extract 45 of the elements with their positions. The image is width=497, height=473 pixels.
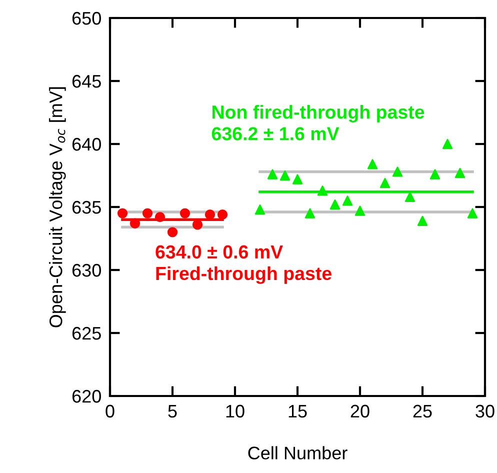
point: [342, 196, 353, 206]
point: [330, 199, 340, 210]
point: [417, 216, 428, 226]
x-tick-label: 15: [288, 404, 307, 418]
y-axis-title: Open-Circuit Voltage V$_{oc}$ [mV]: [49, 87, 66, 328]
point: [254, 204, 266, 215]
y-tick-label: 645: [72, 74, 101, 88]
point: [267, 169, 278, 180]
point: [380, 178, 390, 188]
y-tick-label: 635: [72, 200, 101, 214]
y-tick-label: 620: [72, 390, 101, 403]
point: [117, 208, 128, 218]
point: [280, 170, 290, 181]
y-tick-label: 640: [72, 138, 101, 151]
y-tick-label: 650: [72, 12, 101, 25]
y-tick-label: 630: [72, 264, 101, 277]
point: [192, 220, 203, 230]
point: [442, 138, 453, 150]
y-tick-label: 625: [72, 326, 101, 340]
point: [467, 208, 478, 218]
point: [404, 192, 416, 202]
x-tick-label: 20: [350, 404, 370, 418]
point: [204, 209, 216, 220]
annotation: 634.0 ± 0.6 mV Fired-through paste: [156, 245, 332, 284]
point: [167, 227, 178, 238]
annotation: Non fired-through paste 636.2 ± 1.6 mV: [212, 104, 424, 140]
point: [392, 166, 403, 177]
x-tick-label: 0: [106, 404, 114, 418]
point: [430, 169, 440, 180]
point: [292, 174, 303, 184]
point: [180, 208, 190, 218]
point: [130, 218, 140, 228]
point: [317, 186, 328, 196]
point: [304, 208, 316, 218]
x-axis-title: Cell Number: [248, 446, 348, 460]
x-tick-label: 5: [168, 404, 177, 418]
point: [217, 209, 228, 220]
point: [142, 208, 153, 218]
point: [367, 159, 378, 170]
x-tick-label: 25: [413, 404, 432, 418]
point: [454, 168, 466, 178]
x-tick-label: 10: [226, 404, 244, 418]
point: [354, 206, 366, 216]
x-tick-label: 30: [476, 404, 494, 418]
point: [154, 212, 166, 222]
